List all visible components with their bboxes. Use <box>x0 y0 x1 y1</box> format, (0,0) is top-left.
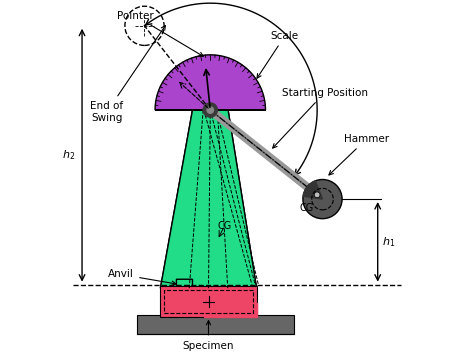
Text: End of
Swing: End of Swing <box>91 25 165 122</box>
Circle shape <box>314 192 320 198</box>
Text: Anvil: Anvil <box>108 270 176 285</box>
Wedge shape <box>303 181 322 199</box>
Polygon shape <box>160 110 256 288</box>
Polygon shape <box>160 110 256 288</box>
Text: $h_2$: $h_2$ <box>63 148 76 162</box>
Circle shape <box>303 180 342 219</box>
Polygon shape <box>155 55 265 110</box>
Bar <box>164 290 253 313</box>
Text: CG: CG <box>300 203 314 213</box>
Text: Hammer: Hammer <box>329 134 389 175</box>
Circle shape <box>207 107 213 113</box>
Polygon shape <box>204 303 256 317</box>
Text: Pointer: Pointer <box>117 11 203 56</box>
Text: Scale: Scale <box>257 31 299 78</box>
Circle shape <box>203 103 218 117</box>
Bar <box>137 315 294 335</box>
Text: Specimen: Specimen <box>183 321 234 350</box>
Text: Starting Position: Starting Position <box>273 88 367 148</box>
Text: $h_1$: $h_1$ <box>382 235 395 249</box>
Text: CG: CG <box>218 221 232 231</box>
Bar <box>160 286 256 317</box>
